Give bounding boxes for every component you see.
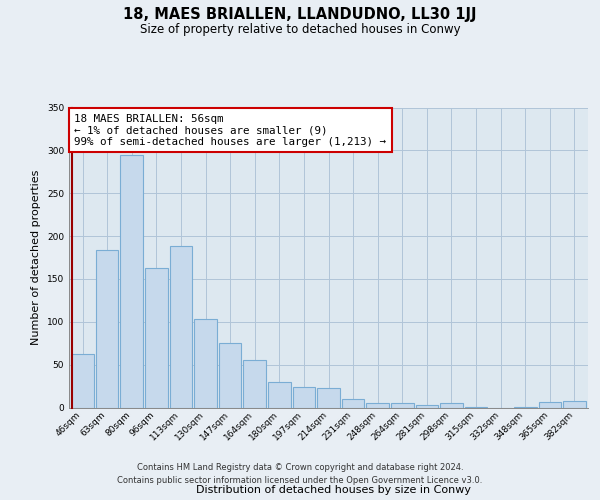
Bar — [440, 403, 463, 407]
Bar — [465, 406, 487, 408]
Bar — [342, 399, 364, 407]
Text: 18, MAES BRIALLEN, LLANDUDNO, LL30 1JJ: 18, MAES BRIALLEN, LLANDUDNO, LL30 1JJ — [123, 8, 477, 22]
Bar — [391, 403, 413, 407]
Bar — [194, 319, 217, 408]
Text: 18 MAES BRIALLEN: 56sqm
← 1% of detached houses are smaller (9)
99% of semi-deta: 18 MAES BRIALLEN: 56sqm ← 1% of detached… — [74, 114, 386, 146]
Bar — [268, 382, 290, 407]
Text: Contains HM Land Registry data © Crown copyright and database right 2024.: Contains HM Land Registry data © Crown c… — [137, 464, 463, 472]
Text: Contains public sector information licensed under the Open Government Licence v3: Contains public sector information licen… — [118, 476, 482, 485]
Bar — [170, 246, 192, 408]
Bar — [244, 360, 266, 408]
Bar — [293, 387, 315, 407]
Bar — [563, 400, 586, 407]
Bar — [219, 343, 241, 407]
Bar — [539, 402, 561, 407]
Y-axis label: Number of detached properties: Number of detached properties — [31, 170, 41, 345]
Bar — [121, 154, 143, 408]
Bar — [367, 403, 389, 407]
Text: Size of property relative to detached houses in Conwy: Size of property relative to detached ho… — [140, 22, 460, 36]
Bar — [317, 388, 340, 407]
Bar — [71, 354, 94, 408]
Bar — [514, 406, 536, 408]
Text: Distribution of detached houses by size in Conwy: Distribution of detached houses by size … — [196, 485, 470, 495]
Bar — [416, 405, 438, 407]
Bar — [96, 250, 118, 408]
Bar — [145, 268, 167, 407]
